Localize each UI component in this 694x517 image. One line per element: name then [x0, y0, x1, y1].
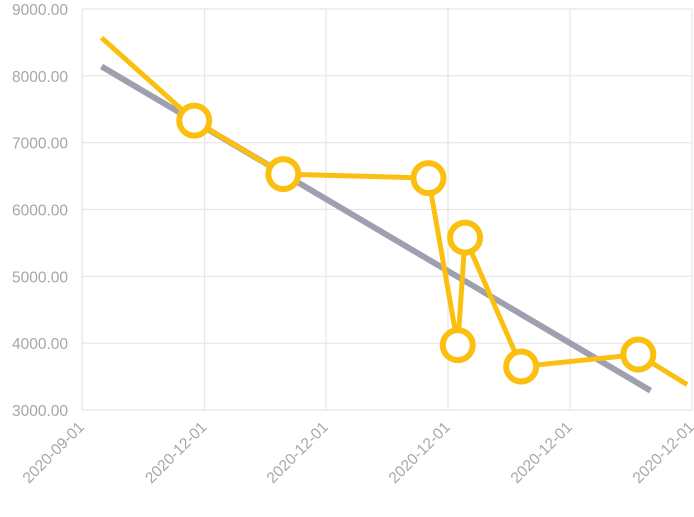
x-axis-ticks: 2020-09-01 2020-12-01 2020-12-01 2020-12-01… — [20, 419, 694, 487]
grid — [81, 8, 693, 411]
data-point-marker — [176, 102, 213, 139]
y-tick-label: 9000.00 — [12, 2, 68, 19]
data-point-marker — [620, 336, 657, 373]
x-tick-label: 2020-09-01 — [20, 419, 88, 487]
data-point-marker — [439, 327, 476, 364]
x-tick-label: 2020-12-01 — [630, 419, 694, 487]
y-axis-ticks: 3000.00 4000.00 5000.00 6000.00 7000.00 8000.… — [12, 2, 68, 420]
y-tick-label: 6000.00 — [12, 203, 68, 220]
x-tick-label: 2020-12-01 — [142, 419, 210, 487]
data-point-marker — [503, 348, 540, 385]
data-point-marker — [447, 219, 484, 256]
x-tick-label: 2020-12-01 — [508, 419, 576, 487]
y-tick-label: 3000.00 — [12, 403, 68, 420]
y-tick-label: 4000.00 — [12, 336, 68, 353]
y-tick-label: 8000.00 — [12, 69, 68, 86]
data-series — [99, 35, 689, 387]
data-point-marker — [265, 156, 302, 193]
data-point-marker — [410, 160, 447, 197]
x-tick-label: 2020-12-01 — [386, 419, 454, 487]
series-line — [99, 35, 689, 387]
y-tick-label: 5000.00 — [12, 269, 68, 286]
x-tick-label: 2020-12-01 — [264, 419, 332, 487]
y-tick-label: 7000.00 — [12, 136, 68, 153]
